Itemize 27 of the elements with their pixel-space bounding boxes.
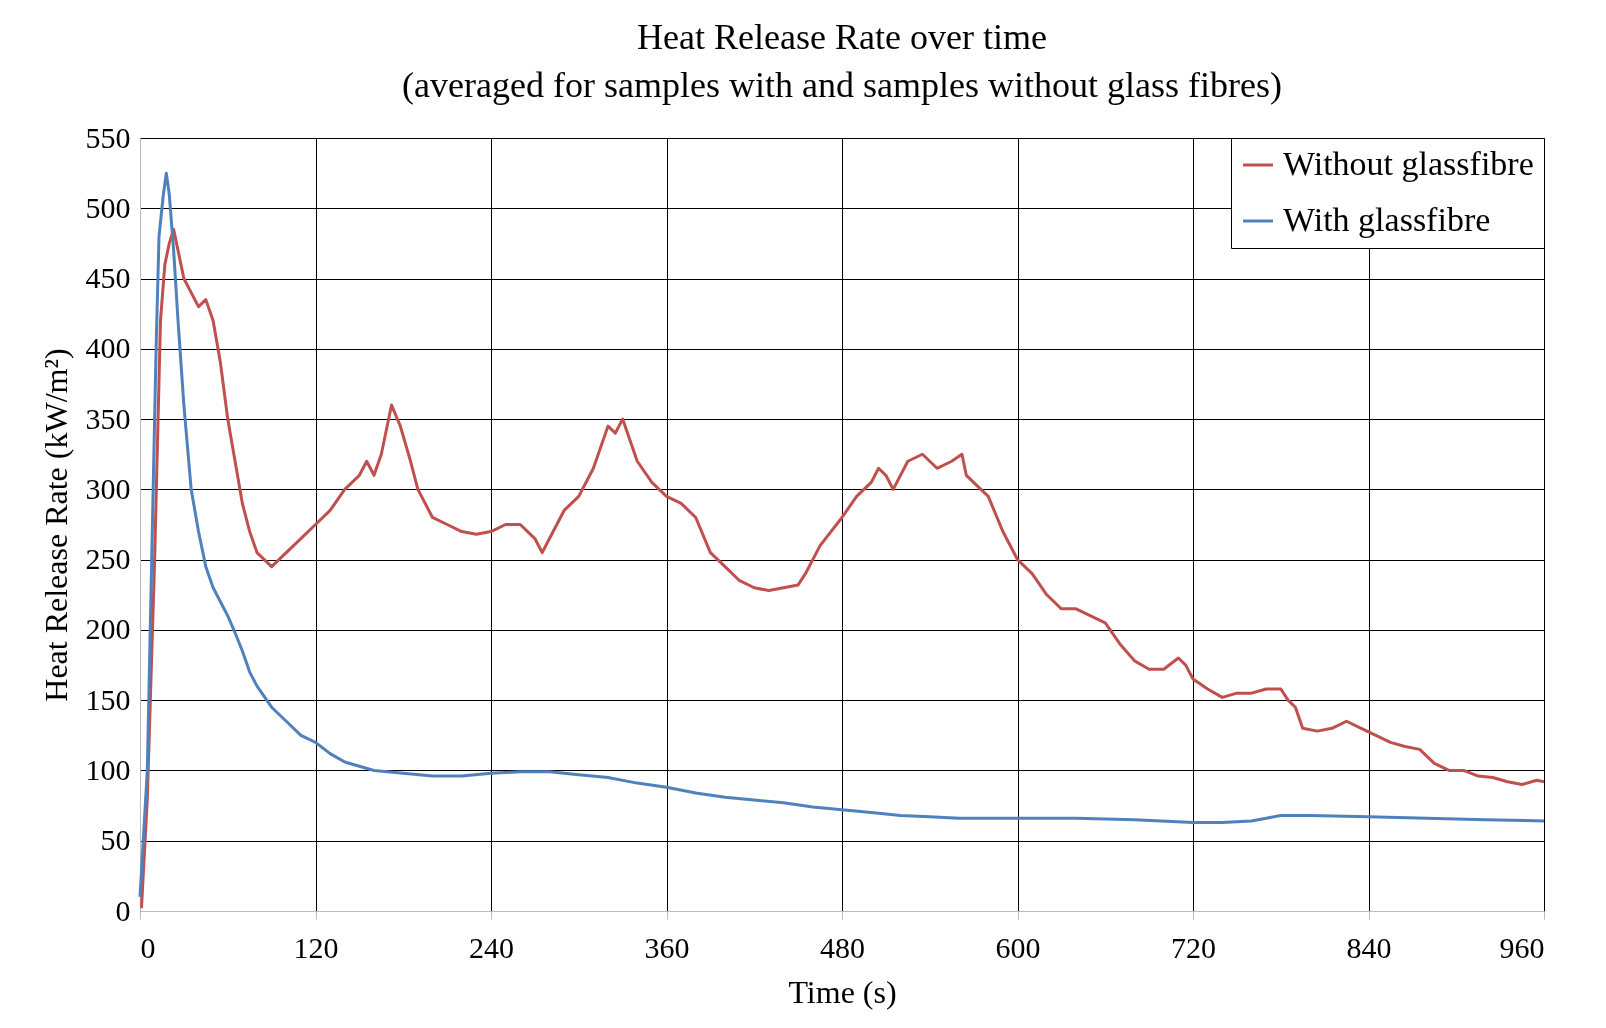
x-tick-label: 720 xyxy=(1171,930,1216,964)
y-axis-title: Heat Release Rate (kW/m²) xyxy=(37,348,74,702)
chart-title: Heat Release Rate over time xyxy=(637,17,1047,57)
y-tick-label: 300 xyxy=(85,471,131,505)
x-tick-label: 960 xyxy=(1499,930,1545,964)
y-tick-label: 100 xyxy=(85,752,131,786)
y-tick-label: 50 xyxy=(100,823,131,857)
y-tick-label: 500 xyxy=(85,190,131,224)
y-tick-label: 450 xyxy=(85,261,131,295)
x-tick-label: 600 xyxy=(995,930,1041,964)
y-tick-label: 150 xyxy=(85,682,131,716)
x-tick-label: 120 xyxy=(293,930,339,964)
y-tick-label: 200 xyxy=(85,612,131,646)
x-axis-title: Time (s) xyxy=(788,973,897,1010)
legend-label: With glassfibre xyxy=(1283,201,1491,238)
x-tick-label: 480 xyxy=(820,930,865,964)
y-tick-label: 0 xyxy=(115,893,131,927)
y-tick-label: 550 xyxy=(85,120,131,154)
x-tick-label: 240 xyxy=(469,930,514,964)
y-tick-label: 400 xyxy=(85,331,131,365)
y-tick-label: 350 xyxy=(85,401,131,435)
x-tick-label: 0 xyxy=(140,930,156,964)
x-tick-label: 360 xyxy=(644,930,690,964)
y-tick-label: 250 xyxy=(85,542,131,576)
legend-label: Without glassfibre xyxy=(1283,145,1534,182)
x-tick-label: 840 xyxy=(1346,930,1392,964)
chart-subtitle: (averaged for samples with and samples without glass fibres) xyxy=(402,65,1282,105)
